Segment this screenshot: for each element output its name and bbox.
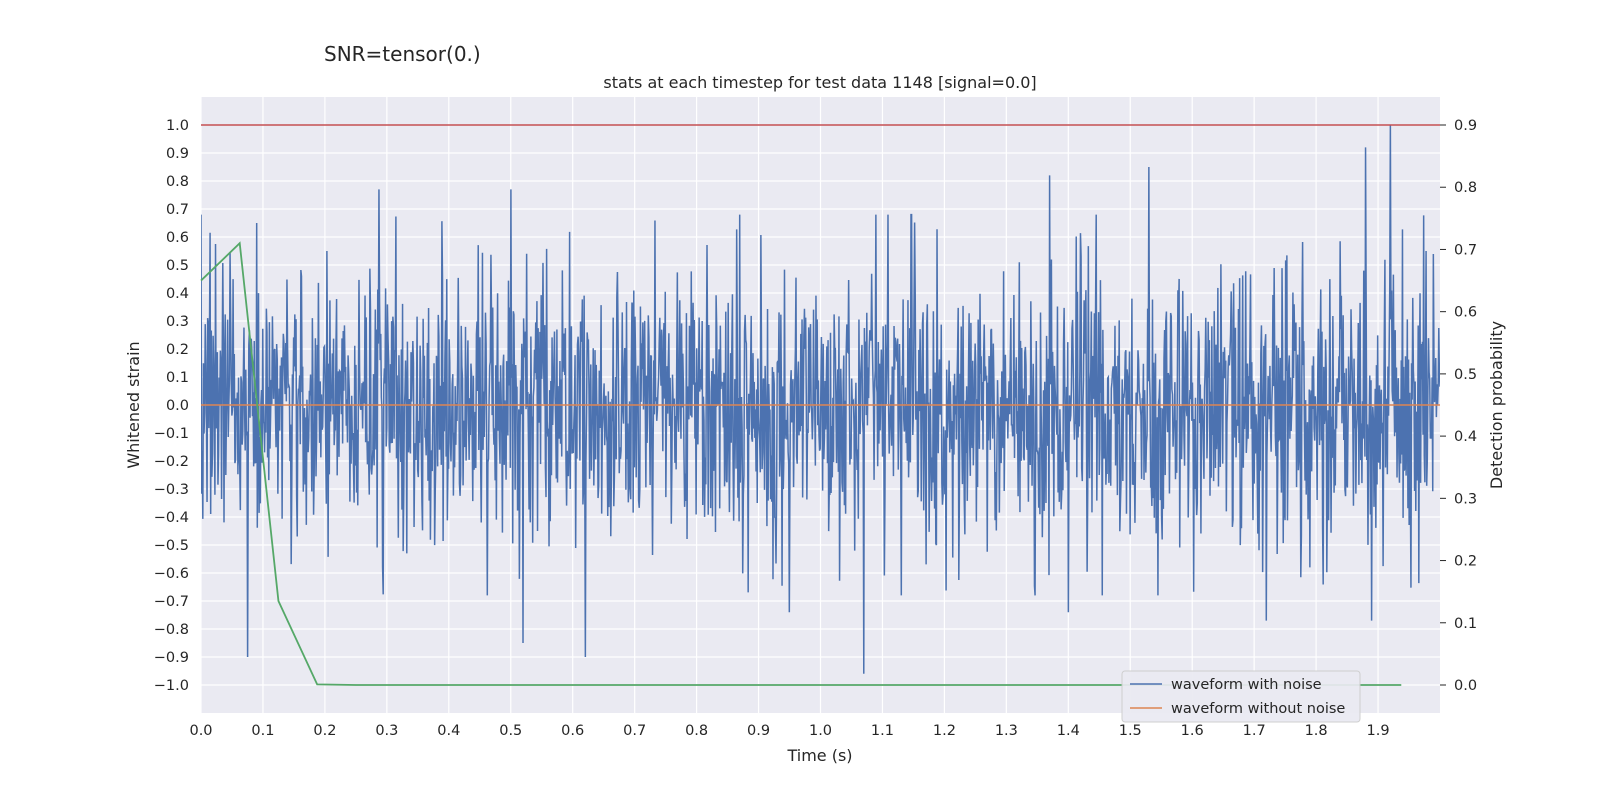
- y-right-tick-label: 0.7: [1454, 242, 1477, 258]
- series-detection-probability: [200, 241, 1402, 686]
- y-right-tick-label: 0.2: [1454, 554, 1477, 570]
- y-right-tick-label: 0.0: [1454, 678, 1477, 694]
- x-tick-label: 1.2: [933, 723, 956, 739]
- x-tick-label: 1.3: [995, 723, 1018, 739]
- x-axis-label: Time (s): [786, 746, 852, 765]
- legend-box: [1121, 670, 1361, 723]
- y-tick-label: −0.8: [154, 622, 189, 638]
- legend-label-noise: waveform with noise: [1171, 677, 1322, 693]
- x-tick-label: 1.9: [1367, 723, 1390, 739]
- y-right-tick-label: 0.4: [1454, 429, 1477, 445]
- x-tick-label: 0.3: [375, 723, 398, 739]
- chart-title: stats at each timestep for test data 114…: [603, 73, 1036, 92]
- x-tick-label: 1.8: [1305, 723, 1328, 739]
- y-tick-label: −0.5: [154, 538, 189, 554]
- y-tick-label: −0.6: [154, 566, 189, 582]
- right-axis-ticks: 0.9 0.8 0.7 0.6 0.5 0.4 0.3 0.2 0.1 0.0: [1440, 118, 1477, 694]
- y-axis-right-label: Detection probability: [1487, 321, 1506, 489]
- y-right-tick-label: 0.3: [1454, 491, 1477, 507]
- series-layer: [200, 124, 1440, 686]
- series-waveform-with-noise: [201, 124, 1440, 674]
- x-tick-label: 0.1: [251, 723, 274, 739]
- y-tick-label: 0.2: [166, 342, 189, 358]
- x-tick-label: 0.4: [437, 723, 460, 739]
- y-tick-label: −0.1: [154, 426, 189, 442]
- x-tick-label: 1.6: [1181, 723, 1204, 739]
- y-right-tick-label: 0.5: [1454, 367, 1477, 383]
- suptitle: SNR=tensor(0.): [324, 42, 481, 66]
- x-tick-label: 1.4: [1057, 723, 1080, 739]
- y-tick-label: −0.9: [154, 650, 189, 666]
- y-tick-label: −1.0: [154, 678, 189, 694]
- y-tick-label: −0.7: [154, 594, 189, 610]
- legend: waveform with noise waveform without noi…: [1121, 670, 1361, 723]
- x-tick-label: 1.5: [1119, 723, 1142, 739]
- y-right-tick-label: 0.6: [1454, 305, 1477, 321]
- y-right-tick-label: 0.1: [1454, 616, 1477, 632]
- y-tick-label: 0.4: [166, 286, 189, 302]
- x-tick-label: 0.6: [561, 723, 584, 739]
- y-tick-label: 0.3: [166, 314, 189, 330]
- y-tick-label: −0.4: [154, 510, 189, 526]
- left-axis-ticks: 1.0 0.9 0.8 0.7 0.6 0.5 0.4 0.3 0.2 0.1 0.0 −0.1 −0.…: [154, 118, 189, 694]
- x-tick-label: 1.7: [1243, 723, 1266, 739]
- y-right-tick-label: 0.8: [1454, 180, 1477, 196]
- y-tick-label: 0.9: [166, 146, 189, 162]
- x-tick-label: 0.0: [189, 723, 212, 739]
- y-tick-label: −0.2: [154, 454, 189, 470]
- y-tick-label: 0.0: [166, 398, 189, 414]
- y-tick-label: 1.0: [166, 118, 189, 134]
- legend-label-clean: waveform without noise: [1171, 701, 1345, 717]
- x-tick-label: 1.0: [809, 723, 832, 739]
- x-tick-label: 0.2: [313, 723, 336, 739]
- y-tick-label: 0.1: [166, 370, 189, 386]
- x-tick-label: 0.9: [747, 723, 770, 739]
- y-tick-label: 0.7: [166, 202, 189, 218]
- x-tick-label: 0.7: [623, 723, 646, 739]
- x-tick-label: 0.5: [499, 723, 522, 739]
- x-tick-label: 1.1: [871, 723, 894, 739]
- x-tick-label: 0.8: [685, 723, 708, 739]
- y-tick-label: 0.5: [166, 258, 189, 274]
- y-axis-label: Whitened strain: [124, 341, 143, 468]
- y-tick-label: 0.8: [166, 174, 189, 190]
- y-tick-label: −0.3: [154, 482, 189, 498]
- x-axis-ticks: 0.0 0.1 0.2 0.3 0.4 0.5 0.6 0.7 0.8 0.9 1.0 1.1 1.2 1…: [189, 723, 1389, 739]
- y-tick-label: 0.6: [166, 230, 189, 246]
- y-right-tick-label: 0.9: [1454, 118, 1477, 134]
